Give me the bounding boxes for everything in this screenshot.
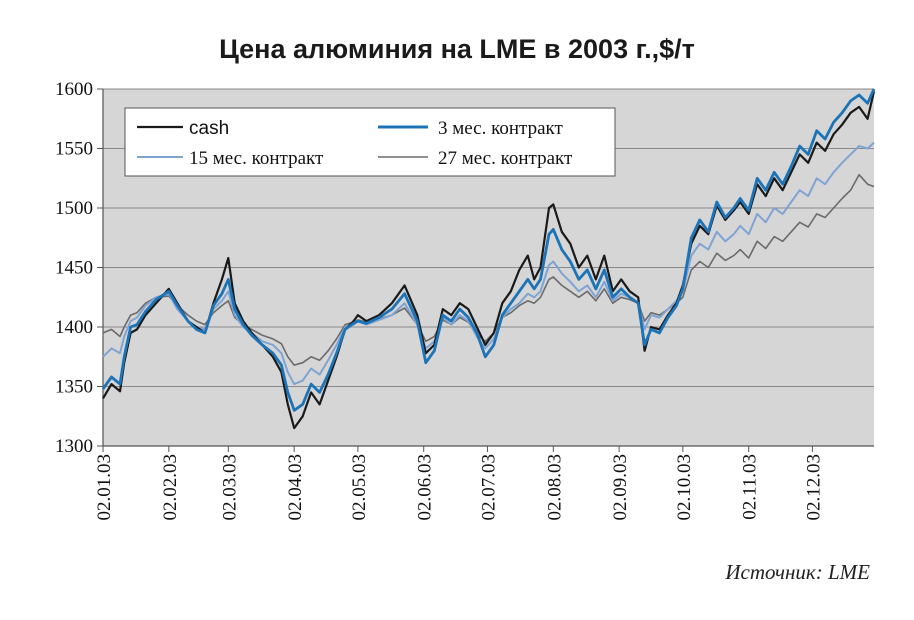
legend-label-3m: 3 мес. контракт (438, 118, 563, 139)
legend-label-cash: cash (189, 118, 229, 139)
x-tick-label-8: 02.09.03 (610, 454, 631, 521)
chart-title: Цена алюминия на LME в 2003 г.,$/т (219, 34, 695, 64)
x-tick-label-9: 02.10.03 (674, 454, 695, 521)
x-tick-label-1: 02.02.03 (160, 454, 181, 521)
y-tick-label-1550: 1550 (55, 139, 93, 160)
x-tick-label-7: 02.08.03 (544, 454, 565, 521)
x-tick-label-2: 02.03.03 (219, 454, 240, 521)
x-tick-label-10: 02.11.03 (740, 454, 761, 520)
y-tick-label-1600: 1600 (55, 79, 93, 100)
y-tick-label-1300: 1300 (55, 436, 93, 457)
legend-label-27m: 27 мес. контракт (438, 148, 573, 169)
series-line-0 (102, 91, 876, 430)
legend-box (124, 107, 616, 177)
x-tick-label-3: 02.04.03 (285, 454, 306, 521)
y-tick-label-1500: 1500 (55, 198, 93, 219)
x-tick-label-5: 02.06.03 (415, 454, 436, 521)
x-tick-label-4: 02.05.03 (349, 454, 370, 521)
x-tick-label-0: 02.01.03 (94, 454, 115, 521)
series-lines (101, 88, 876, 430)
x-tick-label-11: 02.12.03 (803, 454, 824, 521)
y-axis-ticks: 1600 1550 1500 1450 1400 1350 1300 (55, 79, 103, 457)
series-line-1 (101, 88, 876, 412)
source-note: Источник: LME (725, 560, 870, 584)
legend: cash 3 мес. контракт 15 мес. контракт 27… (124, 107, 616, 177)
y-tick-label-1350: 1350 (55, 377, 93, 398)
y-tick-label-1400: 1400 (55, 317, 93, 338)
x-tick-label-6: 02.07.03 (478, 454, 499, 521)
y-tick-label-1450: 1450 (55, 258, 93, 279)
legend-label-15m: 15 мес. контракт (189, 148, 324, 169)
